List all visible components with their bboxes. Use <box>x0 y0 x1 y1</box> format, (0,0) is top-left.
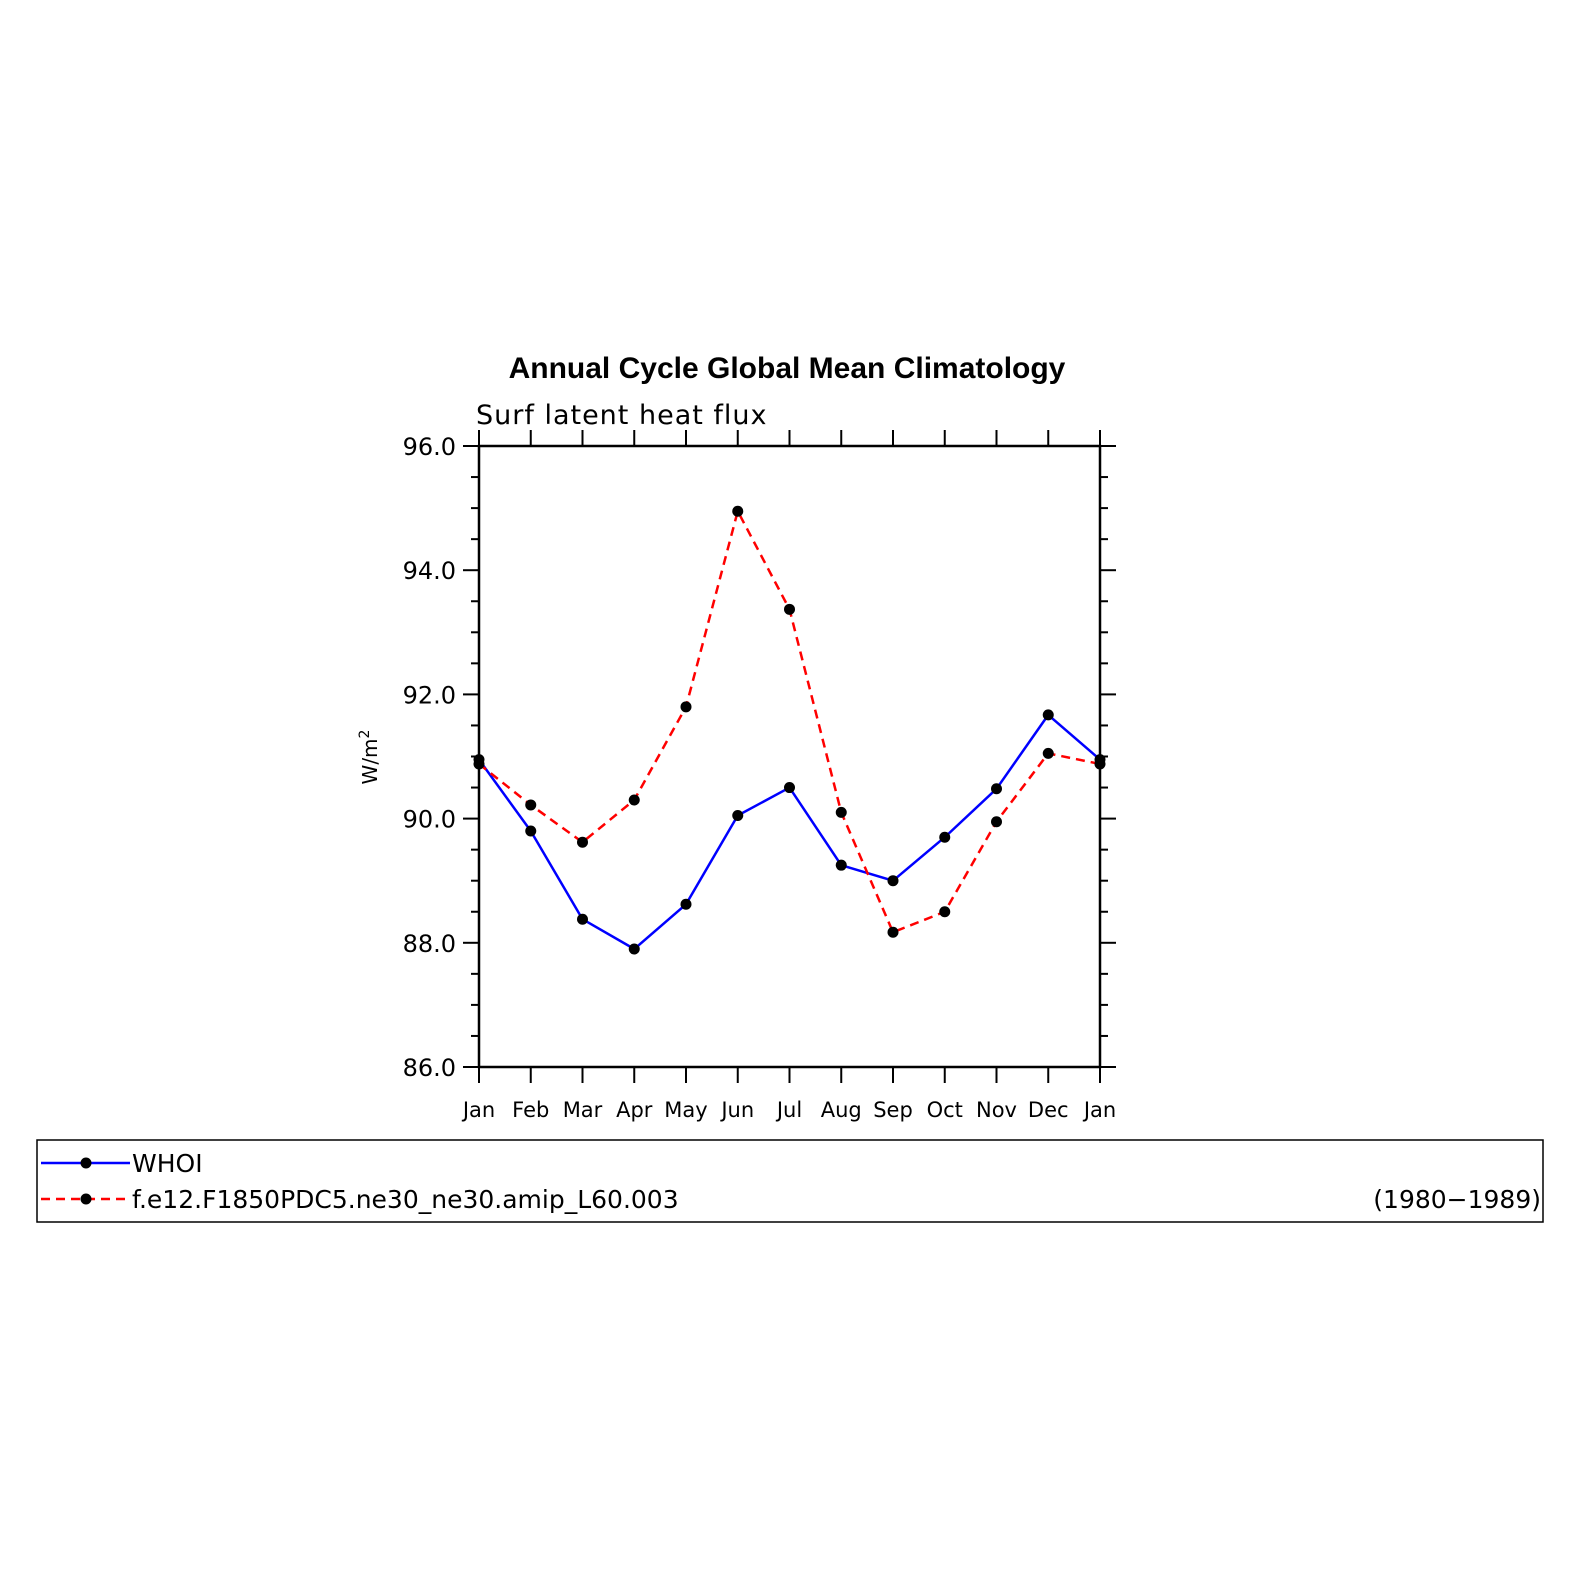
series-line-1 <box>478 509 1101 934</box>
x-tick-label: Dec <box>1028 1098 1069 1122</box>
data-point-series-0 <box>1042 709 1054 721</box>
plot-frame <box>477 444 1102 1069</box>
y-tick-label: 88.0 <box>403 930 456 958</box>
y-axis-label-unit: W/m <box>358 738 382 784</box>
legend: WHOI f.e12.F1850PDC5.ne30_ne30.amip_L60.… <box>36 1139 1544 1223</box>
y-tick-label: 92.0 <box>403 681 456 709</box>
data-point-series-1 <box>835 806 847 818</box>
x-tick-label: Feb <box>512 1098 549 1122</box>
data-point-series-0 <box>939 831 951 843</box>
x-tick-label: Jan <box>1082 1098 1116 1122</box>
x-tick-label: Jun <box>719 1098 754 1122</box>
x-tick-label: Mar <box>563 1098 603 1122</box>
data-point-series-1 <box>473 758 485 770</box>
y-axis-label-exponent: 2 <box>357 730 373 739</box>
data-point-series-0 <box>835 859 847 871</box>
data-point-series-1 <box>732 505 744 517</box>
x-tick-label: Jan <box>461 1098 495 1122</box>
x-tick-label: Nov <box>976 1098 1017 1122</box>
y-tick-label: 90.0 <box>403 806 456 834</box>
y-tick-label: 96.0 <box>403 433 456 461</box>
data-point-series-1 <box>784 603 795 615</box>
x-tick-label: Aug <box>821 1098 862 1122</box>
data-point-series-0 <box>628 943 640 955</box>
legend-period: (1980−1989) <box>1373 1185 1541 1214</box>
y-axis: 86.0 88.0 90.0 92.0 94.0 96.0 <box>403 433 1116 1082</box>
data-point-series-1 <box>991 816 1002 828</box>
legend-box <box>36 1139 1544 1223</box>
data-point-series-1 <box>577 836 588 848</box>
series-line-0 <box>477 713 1101 951</box>
y-tick-label: 86.0 <box>403 1054 456 1082</box>
data-point-series-0 <box>732 809 744 821</box>
legend-label-whoi: WHOI <box>132 1149 203 1178</box>
data-point-series-0 <box>991 783 1002 795</box>
data-point-series-0 <box>887 875 899 887</box>
data-point-series-1 <box>939 906 951 918</box>
data-point-series-1 <box>525 799 537 811</box>
data-point-series-1 <box>1094 758 1106 770</box>
data-point-series-0 <box>577 913 588 925</box>
data-point-series-1 <box>680 701 692 713</box>
x-tick-label: Sep <box>873 1098 913 1122</box>
data-point-series-1 <box>1042 747 1054 759</box>
series-layer <box>473 505 1106 955</box>
chart-subtitle: Surf latent heat flux <box>476 400 768 431</box>
data-point-series-0 <box>680 898 692 910</box>
x-tick-label: Jul <box>775 1098 802 1122</box>
data-point-series-1 <box>887 926 899 938</box>
data-point-series-1 <box>628 794 640 806</box>
chart-title: Annual Cycle Global Mean Climatology <box>509 352 1066 385</box>
x-tick-label: Oct <box>927 1098 963 1122</box>
x-tick-label: Apr <box>616 1098 653 1122</box>
y-tick-label: 94.0 <box>403 557 456 585</box>
data-point-series-0 <box>525 825 537 837</box>
x-axis: Jan Feb Mar Apr May Jun Jul Aug Sep Oct Nov Dec Jan <box>461 430 1116 1122</box>
legend-marker-model <box>80 1193 92 1205</box>
plot-area: 86.0 88.0 90.0 92.0 94.0 96.0 Jan Feb Mar Apr May… <box>403 430 1116 1122</box>
legend-label-model: f.e12.F1850PDC5.ne30_ne30.amip_L60.003 <box>132 1185 679 1214</box>
y-axis-label: W/m2 <box>357 730 382 785</box>
x-tick-label: May <box>664 1098 707 1122</box>
data-point-series-0 <box>784 782 795 794</box>
legend-marker-whoi <box>80 1157 92 1169</box>
